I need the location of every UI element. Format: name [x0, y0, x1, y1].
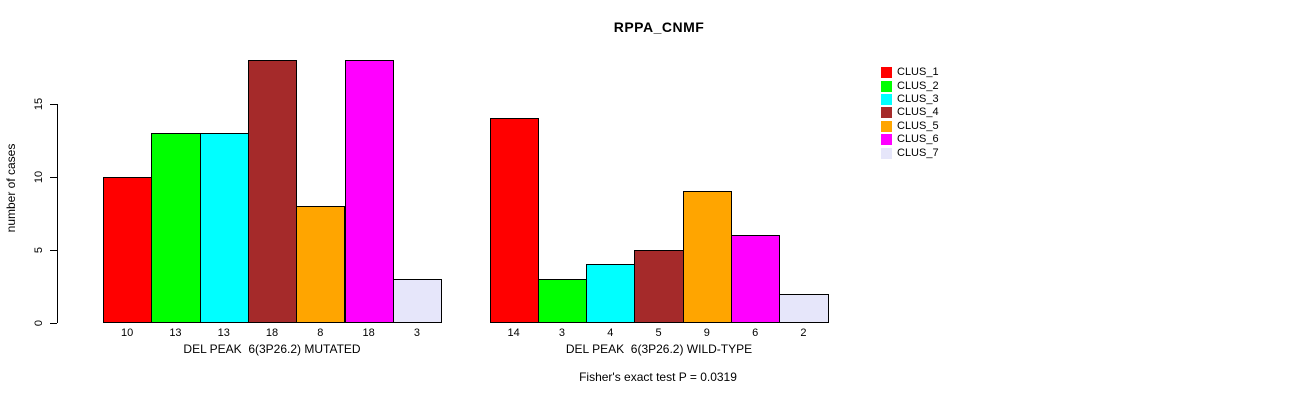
bar-value-label: 8 [317, 327, 324, 339]
bar-clus_5-group2 [682, 191, 732, 323]
chart-title: RPPA_CNMF [613, 19, 705, 35]
y-axis-tick-label: 5 [33, 246, 45, 253]
legend-label: CLUS_7 [897, 146, 939, 159]
bar-clus_2-group2 [537, 279, 588, 323]
y-axis-tick-label: 0 [33, 319, 45, 327]
legend-swatch-clus_1 [881, 67, 892, 79]
y-axis-tick-label: 10 [33, 170, 45, 183]
bar-value-label: 10 [121, 327, 134, 339]
bar-clus_6-group1 [344, 59, 394, 323]
legend-label: CLUS_6 [897, 133, 939, 146]
bar-clus_5-group1 [296, 205, 346, 323]
bar-clus_3-group1 [199, 132, 249, 323]
bar-value-label: 4 [607, 327, 614, 339]
legend-item-clus_6: CLUS_6 [881, 133, 939, 146]
bar-value-label: 13 [169, 327, 182, 339]
y-axis-tick [50, 249, 57, 251]
y-axis-label: number of cases [4, 143, 18, 233]
bar-value-label: 18 [362, 327, 375, 339]
legend-swatch-clus_3 [881, 93, 892, 105]
fisher-test-annotation: Fisher's exact test P = 0.0319 [579, 370, 737, 384]
legend-swatch-clus_6 [881, 134, 892, 146]
bar-value-label: 9 [703, 327, 710, 339]
bar-clus_4-group1 [247, 59, 298, 323]
bar-value-label: 3 [413, 327, 420, 339]
group-label-wild-type: DEL PEAK 6(3P26.2) WILD-TYPE [565, 342, 753, 356]
legend-swatch-clus_2 [881, 80, 892, 92]
bar-value-label: 14 [507, 327, 520, 339]
bar-clus_6-group2 [731, 235, 781, 323]
legend-label: CLUS_5 [897, 119, 939, 132]
legend-label: CLUS_4 [897, 106, 939, 119]
bar-clus_3-group2 [586, 264, 636, 323]
legend-item-clus_2: CLUS_2 [881, 79, 939, 92]
bar-clus_4-group2 [634, 249, 684, 323]
bar-value-label: 2 [800, 327, 807, 339]
bar-clus_2-group1 [151, 132, 201, 323]
y-axis-line [57, 103, 58, 323]
bar-value-label: 13 [217, 327, 230, 339]
legend-item-clus_4: CLUS_4 [881, 106, 939, 119]
bar-value-label: 18 [265, 327, 279, 339]
legend-label: CLUS_2 [897, 79, 939, 92]
bar-value-label: 3 [558, 327, 565, 339]
group-label-mutated: DEL PEAK 6(3P26.2) MUTATED [183, 342, 361, 356]
bar-value-label: 6 [752, 327, 759, 339]
legend-label: CLUS_1 [897, 66, 939, 79]
legend-label: CLUS_3 [897, 92, 939, 105]
legend-swatch-clus_4 [881, 107, 892, 119]
legend-swatch-clus_5 [881, 120, 892, 132]
bar-clus_1-group1 [103, 176, 153, 323]
bar-value-label: 5 [655, 327, 662, 339]
y-axis-tick [50, 103, 57, 105]
bar-clus_1-group2 [489, 118, 539, 323]
legend-item-clus_1: CLUS_1 [881, 66, 939, 79]
bar-clus_7-group1 [392, 279, 443, 323]
legend-item-clus_3: CLUS_3 [881, 93, 939, 106]
y-axis-tick [50, 176, 57, 178]
bar-clus_7-group2 [779, 293, 829, 323]
legend-item-clus_5: CLUS_5 [881, 120, 939, 133]
y-axis-tick [50, 323, 57, 324]
legend-swatch-clus_7 [881, 147, 892, 159]
y-axis-tick-label: 15 [33, 97, 45, 110]
legend: CLUS_1 CLUS_2 CLUS_3 CLUS_4 CLUS_5 CLUS_6 CLUS… [881, 66, 939, 160]
legend-item-clus_7: CLUS_7 [881, 146, 939, 159]
